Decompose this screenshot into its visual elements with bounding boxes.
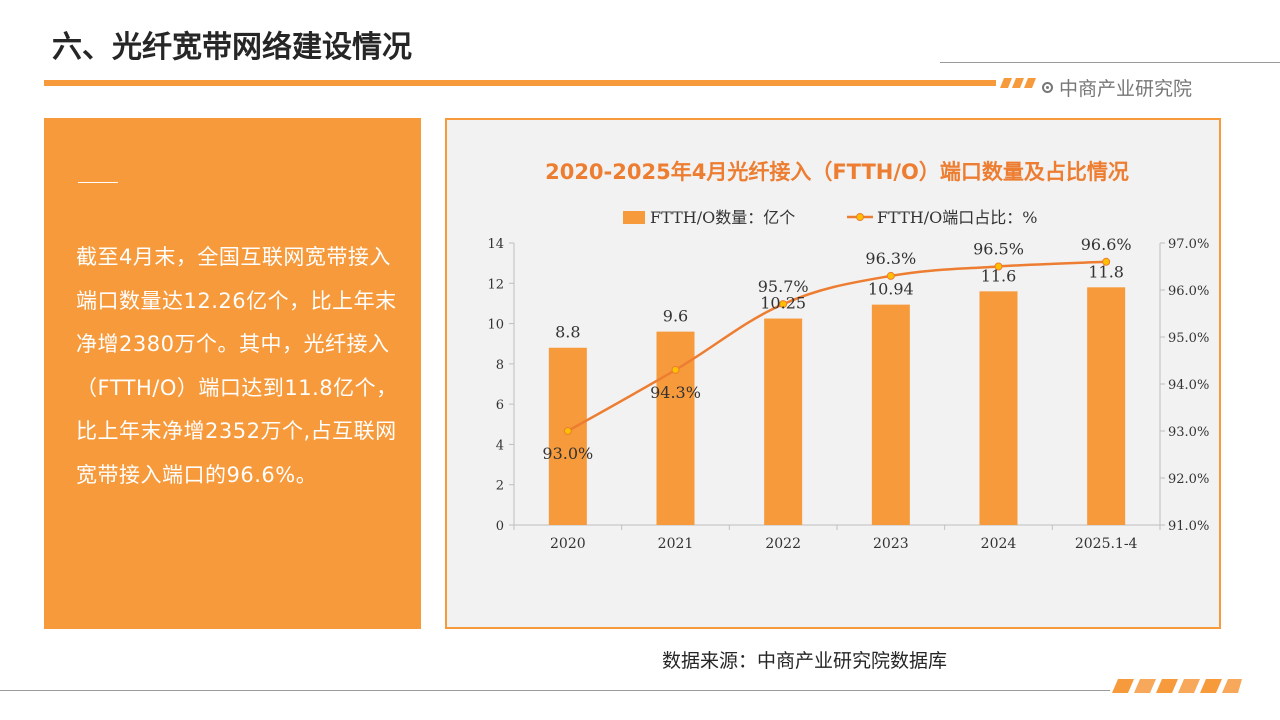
line-point: [563, 427, 572, 435]
line-data-label: 96.3%: [865, 249, 916, 268]
line-point: [994, 262, 1003, 271]
line-point: [671, 365, 680, 374]
decorative-line: [940, 62, 1280, 63]
line-data-label: 95.7%: [758, 277, 809, 296]
y-left-tick-label: 4: [496, 438, 504, 453]
bar-data-label: 11.8: [1088, 262, 1124, 281]
y-right-tick-label: 97.0%: [1168, 237, 1209, 252]
brand-logo: 中商产业研究院: [1042, 74, 1192, 101]
summary-panel: 截至4月末，全国互联网宽带接入端口数量达12.26亿个，比上年末净增2380万个…: [44, 118, 421, 629]
y-left-tick-label: 14: [487, 237, 504, 252]
bar: [548, 347, 587, 525]
bar-data-label: 9.6: [663, 307, 688, 326]
y-left-tick-label: 10: [487, 318, 504, 333]
page-title: 六、光纤宽带网络建设情况: [52, 30, 412, 65]
panel-divider: [78, 182, 118, 183]
line-point: [779, 300, 788, 309]
line-data-label: 96.6%: [1081, 235, 1132, 254]
line-point: [1102, 257, 1111, 266]
line-data-label: 94.3%: [650, 383, 701, 402]
brand-name: 中商产业研究院: [1059, 78, 1193, 100]
line-data-label: 93.0%: [542, 444, 593, 463]
bar: [979, 291, 1018, 525]
y-left-tick-label: 0: [496, 519, 504, 534]
title-underline: [44, 80, 996, 86]
line-point: [886, 271, 895, 280]
legend-line-marker: [856, 213, 864, 221]
x-tick-label: 2023: [873, 536, 909, 552]
summary-text: 截至4月末，全国互联网宽带接入端口数量达12.26亿个，比上年末净增2380万个…: [76, 245, 398, 487]
x-tick-label: 2021: [658, 536, 694, 552]
footer-stripes: [1112, 679, 1242, 693]
chart-panel: 2020-2025年4月光纤接入（FTTH/O）端口数量及占比情况 FTTH/O数…: [445, 118, 1221, 629]
bar-data-label: 11.6: [981, 266, 1017, 285]
line-data-label: 96.5%: [973, 240, 1024, 259]
legend-line-label: FTTH/O端口占比：%: [877, 208, 1037, 227]
x-tick-label: 2020: [550, 536, 586, 552]
chart-title: 2020-2025年4月光纤接入（FTTH/O）端口数量及占比情况: [545, 160, 1129, 184]
bar: [871, 304, 910, 525]
bar: [1087, 287, 1126, 525]
footer-line: [0, 690, 1110, 691]
decorative-stripes: [1000, 78, 1036, 88]
bar-data-label: 8.8: [555, 323, 580, 342]
x-tick-label: 2025.1-4: [1075, 536, 1138, 552]
target-icon: [1042, 82, 1053, 93]
y-right-tick-label: 96.0%: [1168, 284, 1209, 299]
series-line: [567, 260, 1107, 433]
y-left-tick-label: 6: [496, 398, 504, 413]
x-tick-label: 2022: [765, 536, 801, 552]
bar-data-label: 10.94: [868, 280, 914, 299]
combo-chart: 2020-2025年4月光纤接入（FTTH/O）端口数量及占比情况 FTTH/O数…: [487, 160, 1209, 552]
y-left-tick-label: 8: [496, 358, 504, 373]
y-left-tick-label: 2: [496, 479, 504, 494]
data-source: 数据来源：中商产业研究院数据库: [662, 650, 948, 672]
x-tick-label: 2024: [981, 536, 1017, 552]
y-left-tick-label: 12: [487, 277, 504, 292]
y-right-tick-label: 93.0%: [1168, 425, 1209, 440]
legend-bar-swatch: [623, 211, 645, 224]
bar: [764, 318, 803, 525]
y-right-tick-label: 91.0%: [1168, 519, 1209, 534]
bar-data-label: 10.25: [760, 294, 806, 313]
legend-bar-label: FTTH/O数量：亿个: [650, 208, 795, 227]
y-right-tick-label: 92.0%: [1168, 472, 1209, 487]
y-right-tick-label: 94.0%: [1168, 378, 1209, 393]
y-right-tick-label: 95.0%: [1168, 331, 1209, 346]
bar: [656, 331, 695, 525]
